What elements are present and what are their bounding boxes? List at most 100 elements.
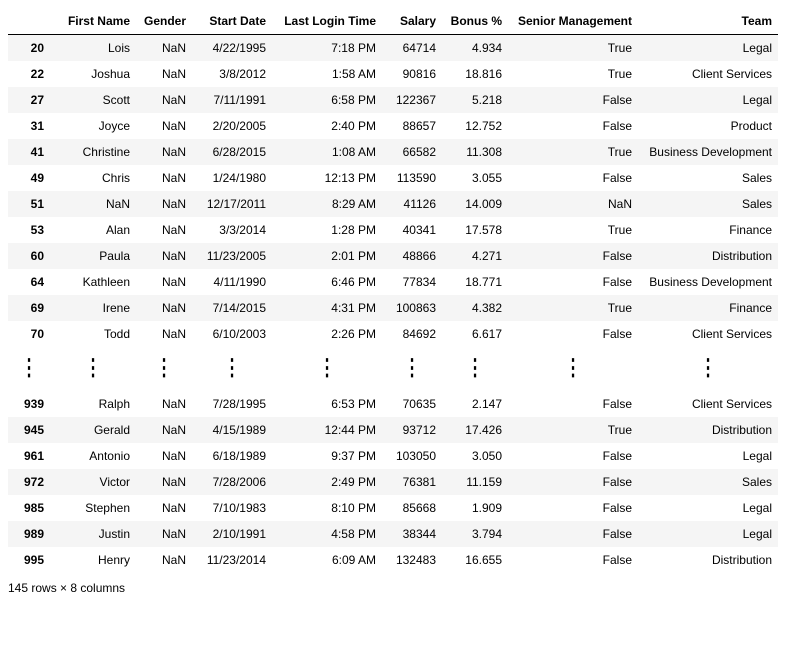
cell: 85668 — [382, 495, 442, 521]
cell: False — [508, 243, 638, 269]
cell: 70635 — [382, 391, 442, 417]
cell: NaN — [136, 217, 192, 243]
cell: 11.159 — [442, 469, 508, 495]
cell: 100863 — [382, 295, 442, 321]
cell: False — [508, 165, 638, 191]
cell: Legal — [638, 521, 778, 547]
cell: 4.271 — [442, 243, 508, 269]
table-row: 961AntonioNaN6/18/19899:37 PM1030503.050… — [8, 443, 778, 469]
cell: 12.752 — [442, 113, 508, 139]
cell: 11/23/2014 — [192, 547, 272, 573]
row-index: 60 — [8, 243, 50, 269]
col-header: Gender — [136, 8, 192, 35]
cell: NaN — [136, 269, 192, 295]
table-row: 31JoyceNaN2/20/20052:40 PM8865712.752Fal… — [8, 113, 778, 139]
ellipsis-cell — [192, 347, 272, 391]
cell: 1:08 AM — [272, 139, 382, 165]
cell: NaN — [50, 191, 136, 217]
cell: Business Development — [638, 139, 778, 165]
cell: 12/17/2011 — [192, 191, 272, 217]
cell: 2:01 PM — [272, 243, 382, 269]
cell: 64714 — [382, 35, 442, 62]
ellipsis-cell — [508, 347, 638, 391]
cell: 77834 — [382, 269, 442, 295]
table-row: 51NaNNaN12/17/20118:29 AM4112614.009NaNS… — [8, 191, 778, 217]
cell: 2.147 — [442, 391, 508, 417]
row-index: 972 — [8, 469, 50, 495]
cell: 6:58 PM — [272, 87, 382, 113]
cell: NaN — [136, 139, 192, 165]
cell: 3.794 — [442, 521, 508, 547]
table-row: 972VictorNaN7/28/20062:49 PM7638111.159F… — [8, 469, 778, 495]
cell: NaN — [136, 87, 192, 113]
cell: NaN — [136, 191, 192, 217]
cell: NaN — [136, 243, 192, 269]
table-row: 53AlanNaN3/3/20141:28 PM4034117.578TrueF… — [8, 217, 778, 243]
cell: Stephen — [50, 495, 136, 521]
cell: 7:18 PM — [272, 35, 382, 62]
cell: 90816 — [382, 61, 442, 87]
cell: NaN — [136, 35, 192, 62]
cell: 7/11/1991 — [192, 87, 272, 113]
row-index: 22 — [8, 61, 50, 87]
cell: True — [508, 417, 638, 443]
cell: 93712 — [382, 417, 442, 443]
cell: Gerald — [50, 417, 136, 443]
row-index: 49 — [8, 165, 50, 191]
cell: 103050 — [382, 443, 442, 469]
col-header: Salary — [382, 8, 442, 35]
row-index: 989 — [8, 521, 50, 547]
cell: False — [508, 443, 638, 469]
cell: 3.055 — [442, 165, 508, 191]
cell: NaN — [136, 547, 192, 573]
cell: Legal — [638, 87, 778, 113]
table-summary: 145 rows × 8 columns — [8, 581, 778, 595]
cell: True — [508, 139, 638, 165]
cell: Justin — [50, 521, 136, 547]
cell: Antonio — [50, 443, 136, 469]
cell: 18.771 — [442, 269, 508, 295]
cell: Joshua — [50, 61, 136, 87]
cell: Finance — [638, 295, 778, 321]
row-index: 27 — [8, 87, 50, 113]
cell: NaN — [136, 521, 192, 547]
cell: 3/3/2014 — [192, 217, 272, 243]
table-row: 20LoisNaN4/22/19957:18 PM647144.934TrueL… — [8, 35, 778, 62]
cell: 6:53 PM — [272, 391, 382, 417]
cell: False — [508, 547, 638, 573]
cell: NaN — [136, 495, 192, 521]
ellipsis-cell — [442, 347, 508, 391]
ellipsis-row — [8, 347, 778, 391]
cell: Legal — [638, 35, 778, 62]
cell: 4.382 — [442, 295, 508, 321]
cell: False — [508, 87, 638, 113]
cell: 48866 — [382, 243, 442, 269]
cell: 2/20/2005 — [192, 113, 272, 139]
cell: Ralph — [50, 391, 136, 417]
table-row: 70ToddNaN6/10/20032:26 PM846926.617False… — [8, 321, 778, 347]
cell: 4:31 PM — [272, 295, 382, 321]
ellipsis-cell — [272, 347, 382, 391]
cell: 6:46 PM — [272, 269, 382, 295]
cell: Sales — [638, 165, 778, 191]
cell: 132483 — [382, 547, 442, 573]
ellipsis-cell — [136, 347, 192, 391]
table-row: 945GeraldNaN4/15/198912:44 PM9371217.426… — [8, 417, 778, 443]
cell: 38344 — [382, 521, 442, 547]
cell: Client Services — [638, 61, 778, 87]
cell: 4/15/1989 — [192, 417, 272, 443]
cell: 11/23/2005 — [192, 243, 272, 269]
col-header: Bonus % — [442, 8, 508, 35]
dataframe-table: First Name Gender Start Date Last Login … — [8, 8, 778, 573]
table-row: 41ChristineNaN6/28/20151:08 AM6658211.30… — [8, 139, 778, 165]
cell: True — [508, 61, 638, 87]
cell: NaN — [136, 391, 192, 417]
cell: Alan — [50, 217, 136, 243]
cell: 5.218 — [442, 87, 508, 113]
cell: 7/28/2006 — [192, 469, 272, 495]
cell: 2:49 PM — [272, 469, 382, 495]
cell: 2/10/1991 — [192, 521, 272, 547]
cell: Product — [638, 113, 778, 139]
cell: Legal — [638, 443, 778, 469]
cell: 11.308 — [442, 139, 508, 165]
